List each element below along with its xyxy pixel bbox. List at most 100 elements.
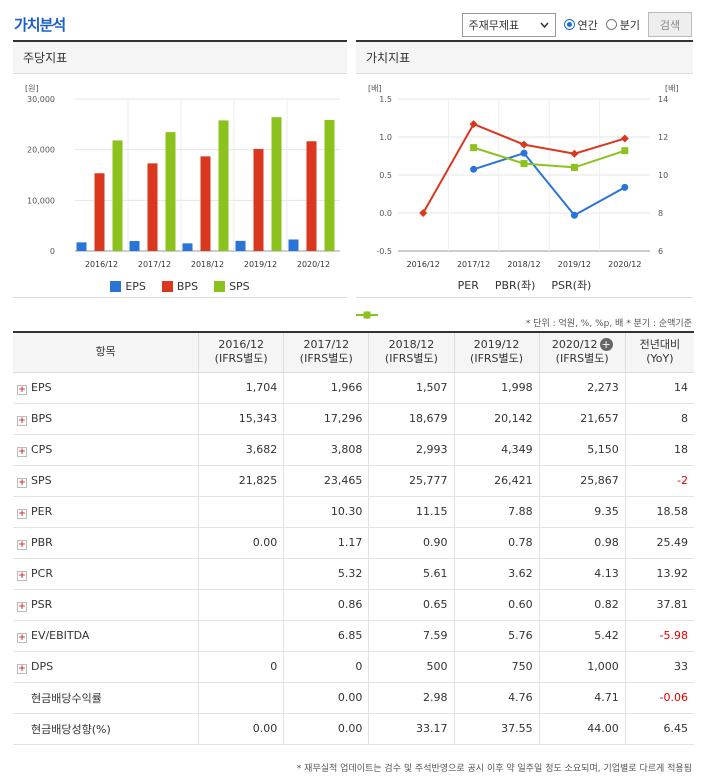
row-label-text: EV/EBITDA xyxy=(31,628,90,642)
table-cell: 0.00 xyxy=(198,527,284,559)
table-cell: 0.00 xyxy=(283,713,369,745)
table-row: + PER 10.30 11.15 7.88 9.35 18.58 xyxy=(13,496,694,528)
legend-item-bps[interactable]: BPS xyxy=(161,280,199,293)
expand-plus-icon[interactable]: + xyxy=(17,601,27,612)
table-cell: 44.00 xyxy=(538,713,626,745)
legend-label: BPS xyxy=(176,280,199,293)
point-pbr xyxy=(520,140,528,149)
radio-quarter[interactable]: 분기 xyxy=(605,17,640,33)
y-tick-label-left: -0.5 xyxy=(376,247,392,256)
row-label-text: CPS xyxy=(31,442,53,456)
legend-item-per[interactable]: PER xyxy=(356,277,479,319)
x-tick-label: 2020/12 xyxy=(608,260,641,269)
legend-item-eps[interactable]: EPS xyxy=(110,280,146,293)
add-column-icon[interactable]: + xyxy=(599,338,613,352)
radio-annual[interactable]: 연간 xyxy=(563,17,598,33)
expand-plus-icon[interactable]: + xyxy=(17,415,27,426)
per-share-legend: EPS BPS SPS xyxy=(13,280,347,293)
header-text: 2016/12 xyxy=(218,338,265,352)
bar-bps xyxy=(147,163,158,251)
row-label[interactable]: + EV/EBITDA xyxy=(13,620,199,652)
table-row: 현금배당성향(%) 0.00 0.00 33.17 37.55 44.00 6.45 xyxy=(13,713,694,745)
column-header: 2016/12 (IFRS별도) xyxy=(198,332,285,373)
header-text: 2019/12 xyxy=(473,338,520,352)
line-per xyxy=(473,151,626,217)
table-cell: 0.00 xyxy=(198,713,284,745)
table-cell: 0.78 xyxy=(453,527,540,559)
row-label[interactable]: + PBR xyxy=(13,527,199,559)
row-label[interactable]: + PCR xyxy=(13,558,199,590)
legend-item-psr[interactable]: PSR(좌) xyxy=(356,277,591,319)
row-label[interactable]: + DPS xyxy=(13,651,199,683)
row-label-text: PCR xyxy=(31,566,53,580)
table-cell xyxy=(198,589,284,621)
table-cell: 7.88 xyxy=(453,496,540,528)
per-share-bar-chart: [원] 30,000 20,000 10,000 0 2016/12 2017/12 2018… xyxy=(25,84,340,269)
row-label[interactable]: + SPS xyxy=(13,465,199,497)
table-cell: 23,465 xyxy=(283,465,369,497)
row-label[interactable]: + PSR xyxy=(13,589,199,621)
bar-eps xyxy=(76,242,87,251)
statement-select[interactable]: 주재무제표 xyxy=(461,12,556,37)
table-cell: 4,349 xyxy=(453,434,540,466)
table-cell: 4.76 xyxy=(453,682,540,714)
table-cell: 0 xyxy=(283,651,369,683)
expand-plus-icon[interactable]: + xyxy=(17,570,27,581)
table-cell: 15,343 xyxy=(198,403,284,435)
table-row: + EPS 1,704 1,966 1,507 1,998 2,273 14 xyxy=(13,372,694,404)
bar-bps xyxy=(306,141,317,251)
header-text: 2018/12 xyxy=(388,338,435,352)
x-tick-label: 2017/12 xyxy=(457,260,490,269)
table-cell: 1,507 xyxy=(368,372,454,404)
expand-plus-icon[interactable]: + xyxy=(17,477,27,488)
legend-item-sps[interactable]: SPS xyxy=(214,280,250,293)
radio-annual-label: 연간 xyxy=(577,18,598,32)
point-per xyxy=(520,149,528,157)
yoy-cell: 8 xyxy=(624,403,694,435)
table-row: + PCR 5.32 5.61 3.62 4.13 13.92 xyxy=(13,558,694,590)
row-label[interactable]: + CPS xyxy=(13,434,199,466)
yoy-cell: 6.45 xyxy=(624,713,694,745)
point-psr xyxy=(621,147,629,155)
expand-plus-icon[interactable]: + xyxy=(17,508,27,519)
row-label[interactable]: + BPS xyxy=(13,403,199,435)
table-cell: 1,998 xyxy=(453,372,540,404)
y-tick-label: 0 xyxy=(50,247,55,256)
valuation-legend: PER PBR(좌) PSR(좌) xyxy=(356,277,693,319)
row-label-text: DPS xyxy=(31,659,54,673)
table-row: + PBR 0.00 1.17 0.90 0.78 0.98 25.49 xyxy=(13,527,694,559)
table-cell: 21,825 xyxy=(198,465,284,497)
table-cell: 9.35 xyxy=(538,496,626,528)
bar-sps xyxy=(324,119,335,251)
row-label[interactable]: + PER xyxy=(13,496,199,528)
valuation-line-chart: [배] [배] 1.5 14 1.0 12 0.5 10 0.0 8 -0.5 6 2016/12 201… xyxy=(368,84,679,269)
point-per xyxy=(570,211,578,219)
controls-bar: 주재무제표 연간 분기 검색 xyxy=(461,12,692,37)
row-label[interactable]: + EPS xyxy=(13,372,199,404)
expand-plus-icon[interactable]: + xyxy=(17,384,27,395)
legend-swatch xyxy=(161,281,173,292)
expand-plus-icon[interactable]: + xyxy=(17,663,27,674)
header-text: 2017/12 xyxy=(303,338,350,352)
valuation-chart-panel: 가치지표 [배] [배] 1.5 14 1.0 12 0.5 10 0.0 8 -0.5 6 2016/… xyxy=(356,40,693,319)
bar-sps xyxy=(165,132,176,251)
row-label-text: 현금배당수익률 xyxy=(31,691,102,705)
table-cell: 4.13 xyxy=(538,558,626,590)
line-psr xyxy=(473,146,626,169)
header-text: (IFRS별도) xyxy=(299,352,353,366)
header-text: 2020/12 xyxy=(551,338,598,352)
expand-plus-icon[interactable]: + xyxy=(17,539,27,550)
expand-plus-icon[interactable]: + xyxy=(17,632,27,643)
yoy-cell: -0.06 xyxy=(624,682,694,714)
table-row: + BPS 15,343 17,296 18,679 20,142 21,657 8 xyxy=(13,403,694,435)
legend-item-pbr[interactable]: PBR(좌) xyxy=(356,277,535,319)
search-button[interactable]: 검색 xyxy=(648,12,692,37)
valuation-table: 항목 2016/12 (IFRS별도) 2017/12 (IFRS별도) 2018/12(… xyxy=(13,331,694,745)
y-tick-label-right: 12 xyxy=(658,133,668,142)
yoy-cell: 18 xyxy=(624,434,694,466)
expand-plus-icon[interactable]: + xyxy=(17,446,27,457)
x-tick-label: 2018/12 xyxy=(507,260,540,269)
table-header-row: 항목 2016/12 (IFRS별도) 2017/12 (IFRS별도) 2018/12(… xyxy=(13,332,694,373)
point-pbr xyxy=(469,120,478,129)
yoy-cell: 13.92 xyxy=(624,558,694,590)
